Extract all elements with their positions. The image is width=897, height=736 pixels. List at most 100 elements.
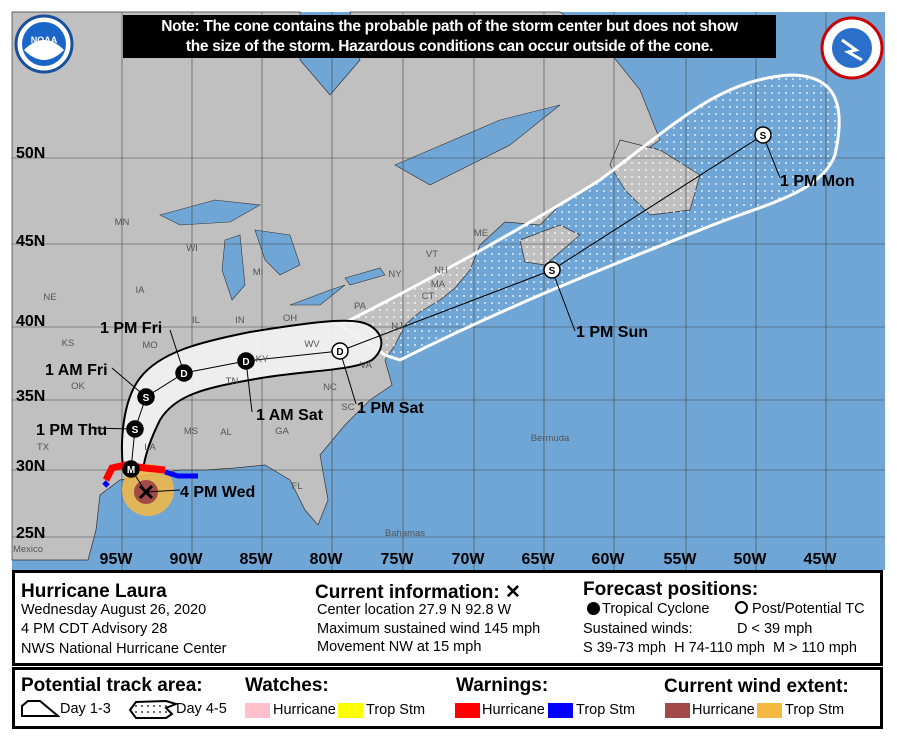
hurricane-watch-label: Hurricane xyxy=(273,702,336,718)
movement: Movement NW at 15 mph xyxy=(317,639,482,655)
noaa-logo: NOAA xyxy=(14,14,74,74)
lon-label: 90W xyxy=(170,551,204,568)
post-tc-legend: Post/Potential TC xyxy=(735,601,865,617)
warnings-title: Warnings: xyxy=(456,675,549,696)
hurricane-watch-swatch xyxy=(245,703,270,718)
region-label: WV xyxy=(304,339,320,350)
hurricane-wind-swatch xyxy=(665,703,690,718)
region-label: Mexico xyxy=(13,544,43,555)
current-info-title: Current information: ✕ xyxy=(315,582,521,603)
region-label: KS xyxy=(62,338,75,349)
region-label: IL xyxy=(192,315,200,326)
track-time-label: 1 AM Fri xyxy=(45,362,108,379)
intensity-letter: M xyxy=(127,465,135,476)
filled-circle-icon xyxy=(175,364,193,382)
region-label: NC xyxy=(323,382,337,393)
track-time-label: 1 PM Mon xyxy=(780,173,855,190)
region-label: AL xyxy=(220,427,232,438)
track-time-label: 1 PM Thu xyxy=(36,422,107,439)
track-time-label: 1 PM Sun xyxy=(576,324,648,341)
track-area-title: Potential track area: xyxy=(21,675,203,696)
open-circle-icon xyxy=(331,342,349,360)
region-label: NJ xyxy=(391,321,403,332)
region-label: MA xyxy=(431,279,446,290)
day-4-5-cone-icon xyxy=(128,699,178,719)
day-1-3-cone-icon xyxy=(21,700,60,717)
open-circle-icon xyxy=(543,261,561,279)
filled-circle-icon xyxy=(122,460,140,478)
region-label: MS xyxy=(184,426,198,437)
forecast-positions-title: Forecast positions: xyxy=(583,579,759,600)
region-label: VA xyxy=(360,360,373,371)
day-1-3-label: Day 1-3 xyxy=(60,701,111,717)
note-line-1: Note: The cone contains the probable pat… xyxy=(161,18,738,35)
lat-label: 30N xyxy=(16,458,45,475)
region-label: IA xyxy=(136,285,146,296)
region-label: PA xyxy=(354,301,367,312)
ts-wind-label: Trop Stm xyxy=(785,702,845,718)
region-label: OH xyxy=(283,313,297,324)
lon-label: 95W xyxy=(100,551,134,568)
open-circle-icon xyxy=(735,601,748,614)
forecast-point-s: S xyxy=(137,388,155,406)
lon-label: 50W xyxy=(734,551,768,568)
lon-label: 75W xyxy=(381,551,415,568)
watches-title: Watches: xyxy=(245,675,329,696)
region-label: ME xyxy=(474,228,488,239)
great-lakes xyxy=(159,104,561,306)
shm-categories: S 39-73 mph H 74-110 mph M > 110 mph xyxy=(583,640,857,656)
lat-label: 40N xyxy=(16,313,45,330)
issuing-center: NWS National Hurricane Center xyxy=(21,641,227,657)
forecast-point-s: S xyxy=(126,420,144,438)
lon-label: 85W xyxy=(240,551,274,568)
region-label: WI xyxy=(186,243,198,254)
region-label: NY xyxy=(388,269,402,280)
region-label: IN xyxy=(235,315,245,326)
region-label: MN xyxy=(115,217,130,228)
forecast-point-s: S xyxy=(754,126,772,144)
info-panel: Hurricane Laura Wednesday August 26, 202… xyxy=(12,570,883,666)
hurricane-warning-label: Hurricane xyxy=(482,702,545,718)
region-label: KY xyxy=(256,354,269,365)
region-label: VT xyxy=(426,249,438,260)
track-time-label: 4 PM Wed xyxy=(180,484,255,501)
region-label: Bahamas xyxy=(385,528,425,539)
cone-note: Note: The cone contains the probable pat… xyxy=(123,15,776,58)
leader-line xyxy=(145,489,181,493)
ts-wind-swatch xyxy=(757,703,782,718)
region-label: FL xyxy=(291,481,302,492)
current-position-x-icon xyxy=(138,484,154,500)
intensity-letter: S xyxy=(549,266,556,277)
region-label: CT xyxy=(422,291,435,302)
lat-label: 35N xyxy=(16,388,45,405)
tropical-cyclone-legend: Tropical Cyclone xyxy=(587,601,709,617)
region-label: MO xyxy=(142,340,157,351)
cone-day-4-5 xyxy=(337,73,841,362)
region-label: TX xyxy=(37,442,50,453)
forecast-point-d: D xyxy=(237,352,255,370)
sustained-winds-label: Sustained winds: xyxy=(583,621,693,637)
lat-label: 45N xyxy=(16,233,45,250)
ts-warning-swatch xyxy=(548,703,573,718)
intensity-letter: D xyxy=(336,347,343,358)
storm-name: Hurricane Laura xyxy=(21,581,167,602)
lon-label: 70W xyxy=(452,551,486,568)
d-category: D < 39 mph xyxy=(737,621,813,637)
hurricane-warning-swatch xyxy=(455,703,480,718)
track-time-label: 1 PM Fri xyxy=(100,320,162,337)
region-label: SC xyxy=(341,402,354,413)
intensity-letter: D xyxy=(180,369,187,380)
track-time-label: 1 PM Sat xyxy=(357,400,424,417)
ts-watch-swatch xyxy=(338,703,363,718)
leader-line xyxy=(339,350,357,405)
filled-circle-icon xyxy=(126,420,144,438)
filled-circle-icon xyxy=(137,388,155,406)
leader-line xyxy=(551,269,576,332)
region-label: GA xyxy=(275,426,289,437)
forecast-point-d: D xyxy=(331,342,349,360)
day-4-5-label: Day 4-5 xyxy=(176,701,227,717)
ts-watch-label: Trop Stm xyxy=(366,702,426,718)
lon-label: 45W xyxy=(804,551,838,568)
